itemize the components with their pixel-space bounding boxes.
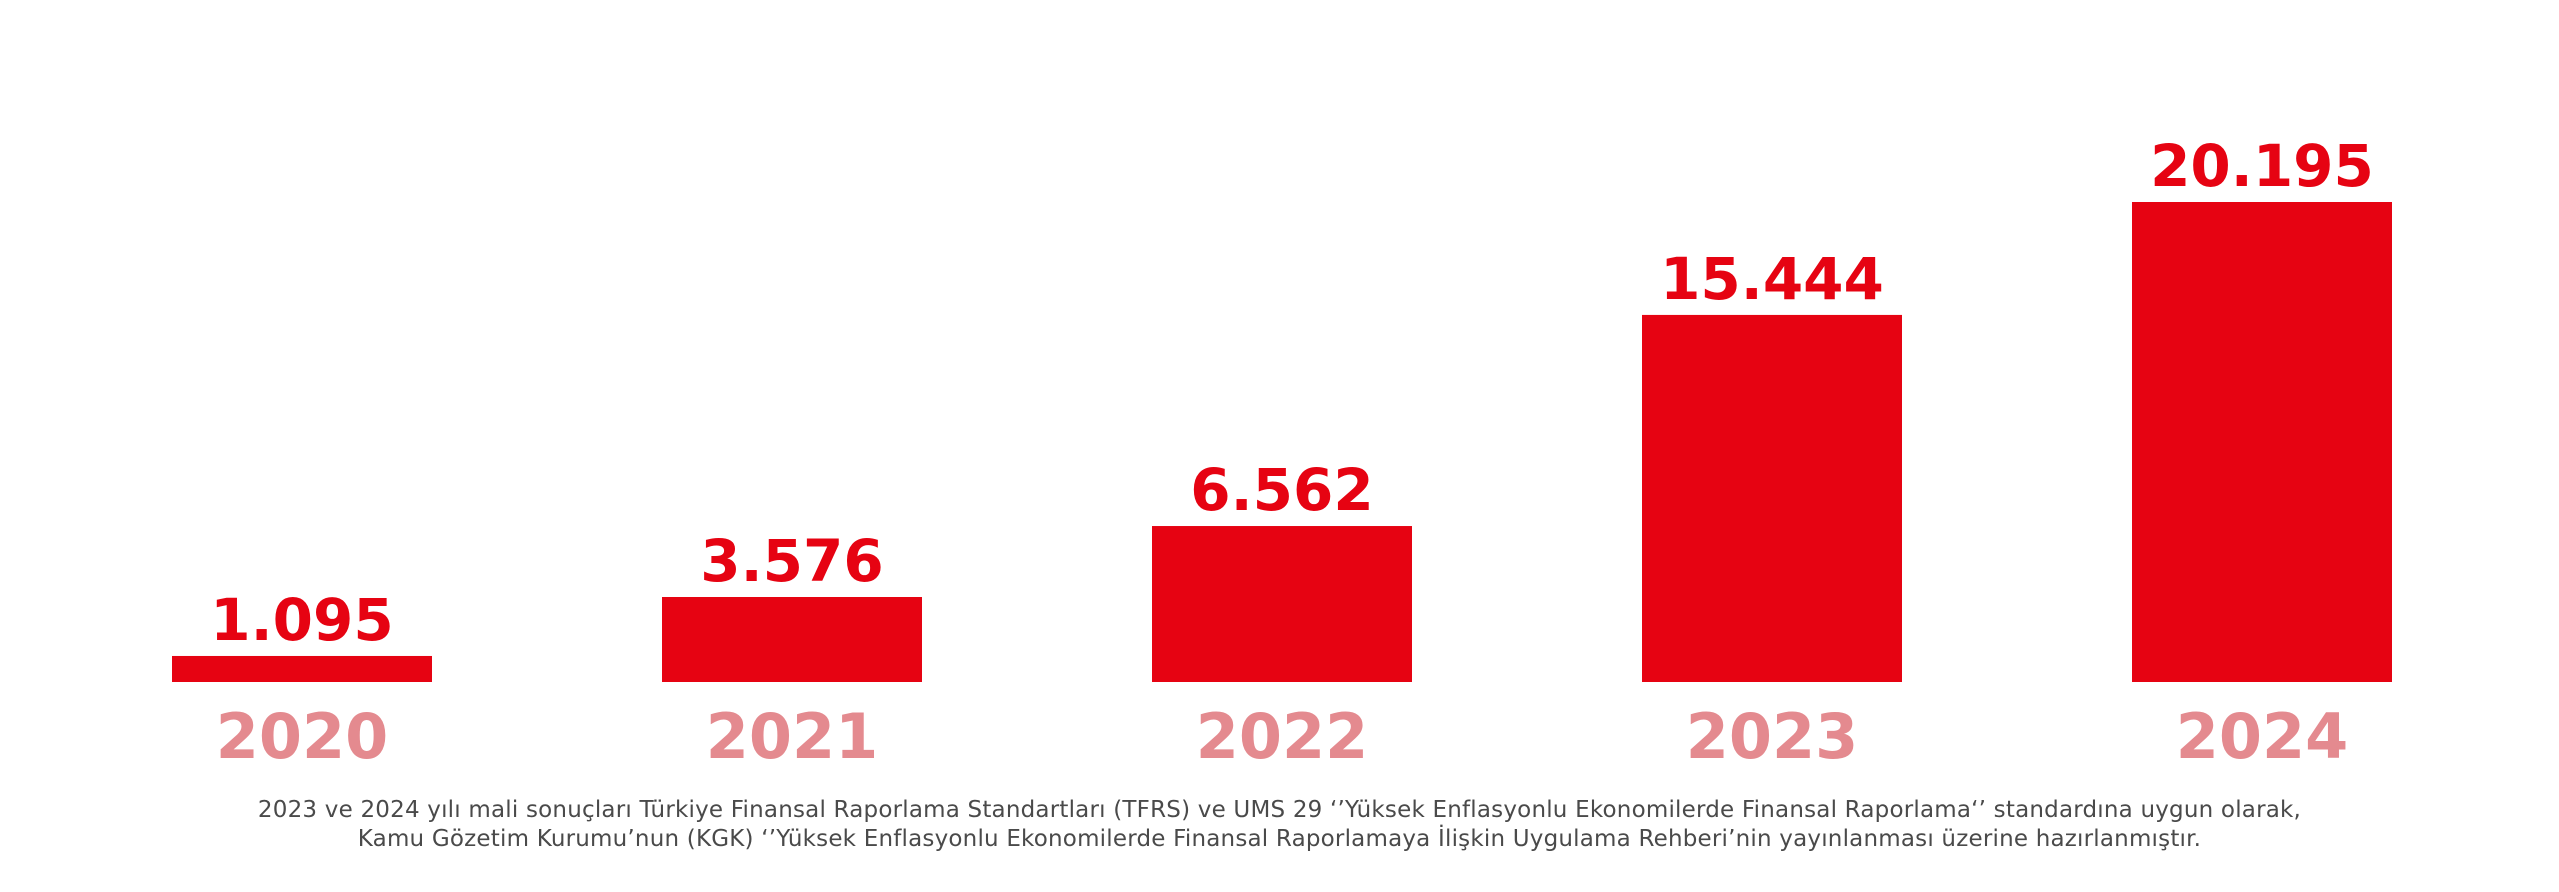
category-label-2024: 2024: [2176, 700, 2349, 773]
value-label-2024: 20.195: [2150, 132, 2374, 200]
footnote-line-1: 2023 ve 2024 yılı mali sonuçları Türkiye…: [257, 797, 2302, 823]
category-label-2020: 2020: [216, 700, 389, 773]
value-label-2022: 6.562: [1190, 456, 1373, 524]
value-label-2021: 3.576: [700, 527, 883, 595]
category-label-2023: 2023: [1686, 700, 1859, 773]
bar-2022: [1152, 526, 1412, 682]
category-label-2022: 2022: [1196, 700, 1369, 773]
category-label-2021: 2021: [706, 700, 879, 773]
bar-2023: [1642, 314, 1902, 682]
bar-2024: [2132, 202, 2392, 682]
value-label-2020: 1.095: [210, 586, 393, 654]
chart-footnote: 2023 ve 2024 yılı mali sonuçları Türkiye…: [0, 796, 2559, 854]
value-label-2023: 15.444: [1660, 245, 1884, 313]
bar-2021: [662, 597, 922, 682]
bar-2020: [172, 655, 432, 682]
footnote-line-2: Kamu Gözetim Kurumu’nun (KGK) ‘’Yüksek E…: [357, 826, 2202, 852]
